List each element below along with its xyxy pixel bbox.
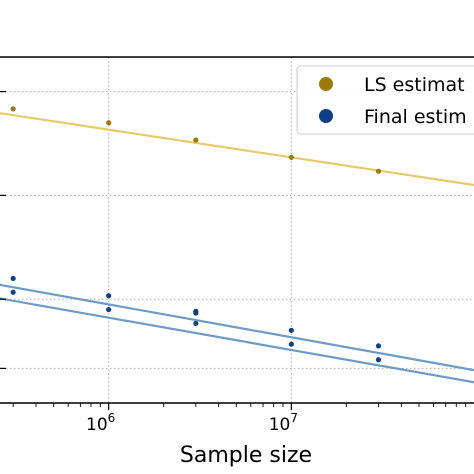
data-point-series-3 — [288, 341, 294, 347]
legend-label-2: Final estim — [364, 106, 467, 128]
legend: LS estimat Final estim — [296, 65, 474, 135]
legend-label-1: LS estimat — [364, 74, 465, 96]
x-axis-label: Sample size — [180, 443, 312, 468]
y-ticks — [0, 90, 6, 369]
data-point-series-3 — [10, 289, 16, 295]
data-point-series-2 — [10, 275, 16, 282]
data-point-series-1 — [106, 120, 112, 126]
data-point-series-1 — [193, 137, 199, 143]
legend-marker-2 — [319, 109, 333, 123]
x-tick-label: 106 — [86, 411, 115, 435]
x-ticks: 106 107 — [12, 403, 467, 435]
data-points — [10, 106, 382, 363]
data-point-series-3 — [106, 306, 112, 313]
legend-marker-1 — [319, 77, 333, 91]
fit-lines — [0, 112, 474, 384]
fit-line-2 — [0, 283, 474, 372]
data-point-series-2 — [288, 327, 294, 333]
x-tick-label: 107 — [269, 411, 298, 435]
data-point-series-1 — [288, 154, 294, 160]
data-point-series-2 — [193, 310, 199, 316]
data-point-series-1 — [375, 168, 382, 174]
data-point-series-2 — [106, 293, 112, 299]
data-point-series-3 — [375, 357, 382, 363]
data-point-series-1 — [10, 106, 16, 112]
fit-line-3 — [0, 297, 474, 384]
data-point-series-2 — [375, 343, 382, 349]
legend-box — [296, 65, 474, 135]
fit-line-1 — [0, 112, 474, 187]
data-point-series-3 — [193, 320, 199, 327]
